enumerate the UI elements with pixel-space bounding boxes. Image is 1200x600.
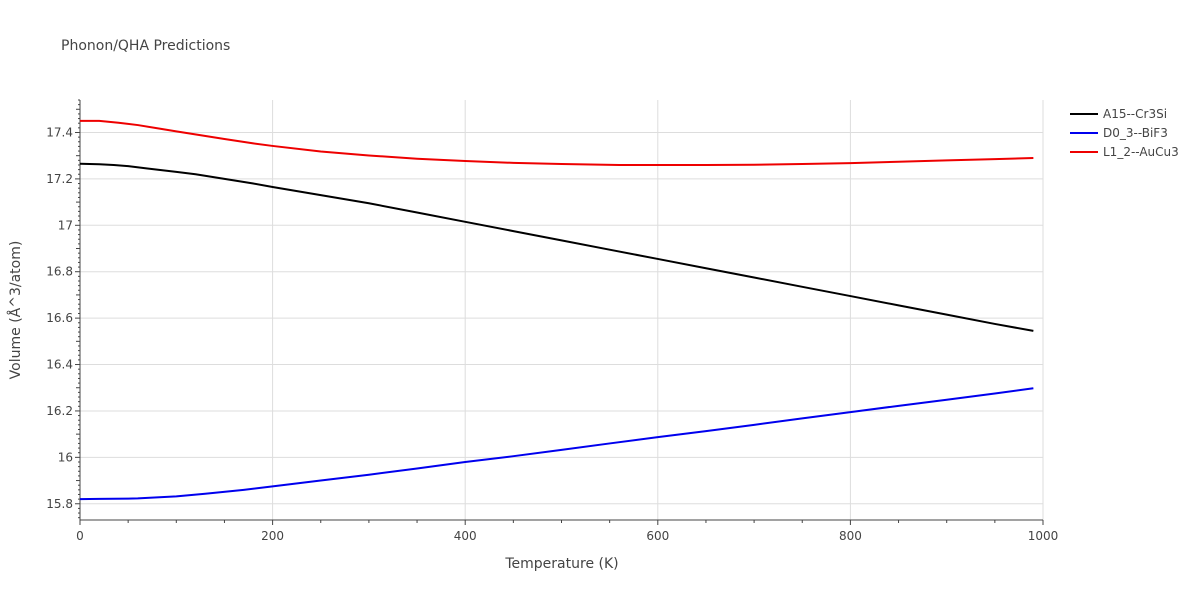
legend[interactable]: A15--Cr3Si D0_3--BiF3 L1_2--AuCu3 [1070,107,1179,159]
legend-label: A15--Cr3Si [1103,107,1167,121]
x-tick-label: 0 [76,529,84,543]
chart-title: Phonon/QHA Predictions [61,38,230,54]
series-line [79,162,1034,332]
x-axis-title: Temperature (K) [504,556,618,572]
y-tick-label: 17 [58,218,73,232]
y-tick-label: 16.4 [46,358,73,372]
x-tick-label: 400 [454,529,477,543]
y-tick-label: 16.8 [46,265,73,279]
y-tick-label: 17.4 [46,125,73,139]
legend-item[interactable]: D0_3--BiF3 [1070,126,1168,140]
y-tick-label: 16 [58,450,73,464]
legend-label: L1_2--AuCu3 [1103,145,1179,159]
y-tick-label: 16.2 [46,404,73,418]
x-tick-label: 1000 [1028,529,1059,543]
legend-item[interactable]: A15--Cr3Si [1070,107,1167,121]
grid [80,100,1044,520]
series-line [80,119,1034,166]
series-lines [79,119,1034,501]
y-axis-title: Volume (Å^3/atom) [7,241,24,380]
y-tick-label: 17.2 [46,172,73,186]
series-line [79,387,1034,501]
x-tick-label: 600 [646,529,669,543]
legend-item[interactable]: L1_2--AuCu3 [1070,145,1179,159]
y-tick-label: 16.6 [46,311,73,325]
y-tick-label: 15.8 [46,497,73,511]
axes: 0 200 400 600 800 1000 15.8 16 16.2 16.4 16.6 16.8 1… [46,99,1059,543]
x-tick-label: 200 [261,529,284,543]
legend-label: D0_3--BiF3 [1103,126,1168,140]
x-tick-label: 800 [839,529,862,543]
